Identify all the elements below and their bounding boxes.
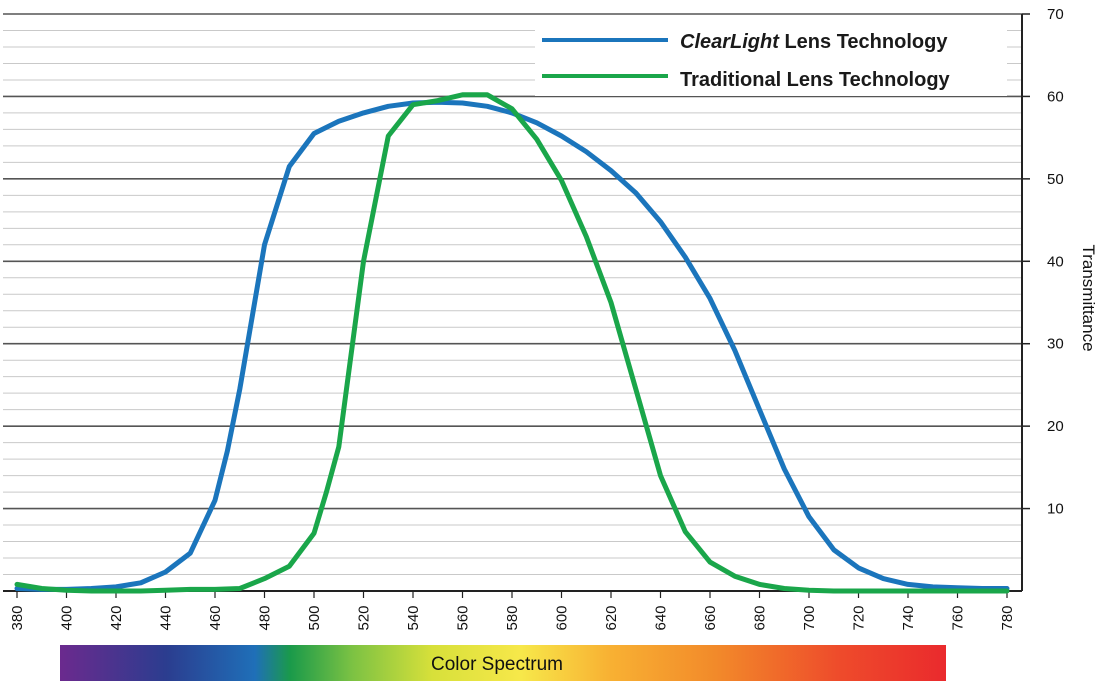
x-axis: 380 400 420 440 460 480 500 520 540 560 580 600 620 6… [9, 591, 1016, 631]
series-line-traditional [14, 92, 1010, 594]
y-axis: 10 20 30 40 50 60 70 [1022, 6, 1064, 518]
x-tick-label: 440 [158, 605, 175, 630]
legend: ClearLight Lens Technology Traditional L… [535, 24, 1007, 96]
legend-label-clearlight-rest: Lens Technology [779, 31, 948, 53]
x-tick-label: 460 [207, 605, 224, 630]
x-tick-label: 380 [9, 605, 26, 630]
x-tick-label: 480 [257, 605, 274, 630]
y-tick-label: 20 [1047, 418, 1064, 435]
legend-label-clearlight-italic: ClearLight [680, 31, 780, 53]
y-tick-label: 30 [1047, 336, 1064, 353]
x-tick-label: 720 [851, 605, 868, 630]
series-line-clearlight [14, 99, 1010, 592]
y-tick-label: 60 [1047, 88, 1064, 105]
x-tick-label: 640 [653, 605, 670, 630]
x-tick-label: 420 [108, 605, 125, 630]
x-tick-label: 520 [356, 605, 373, 630]
x-tick-label: 540 [405, 605, 422, 630]
legend-label-traditional: Traditional Lens Technology [680, 69, 951, 91]
y-axis-title: Transmittance [1079, 244, 1098, 351]
y-tick-label: 70 [1047, 6, 1064, 23]
x-tick-label: 560 [455, 605, 472, 630]
color-spectrum-bar [60, 645, 946, 681]
color-spectrum-label: Color Spectrum [431, 654, 563, 675]
x-tick-label: 740 [900, 605, 917, 630]
grid-lines [3, 13, 1022, 576]
y-tick-label: 10 [1047, 501, 1064, 518]
legend-label-clearlight: ClearLight Lens Technology [680, 31, 948, 53]
x-tick-label: 580 [504, 605, 521, 630]
x-tick-label: 700 [801, 605, 818, 630]
x-tick-label: 780 [999, 605, 1016, 630]
legend-background [535, 24, 1007, 96]
x-tick-label: 760 [950, 605, 967, 630]
x-tick-label: 600 [554, 605, 571, 630]
y-tick-label: 40 [1047, 253, 1064, 270]
y-tick-label: 50 [1047, 171, 1064, 188]
x-tick-label: 660 [702, 605, 719, 630]
x-tick-label: 620 [603, 605, 620, 630]
x-tick-label: 500 [306, 605, 323, 630]
x-tick-label: 400 [59, 605, 76, 630]
x-tick-label: 680 [752, 605, 769, 630]
series-lines [14, 92, 1010, 594]
